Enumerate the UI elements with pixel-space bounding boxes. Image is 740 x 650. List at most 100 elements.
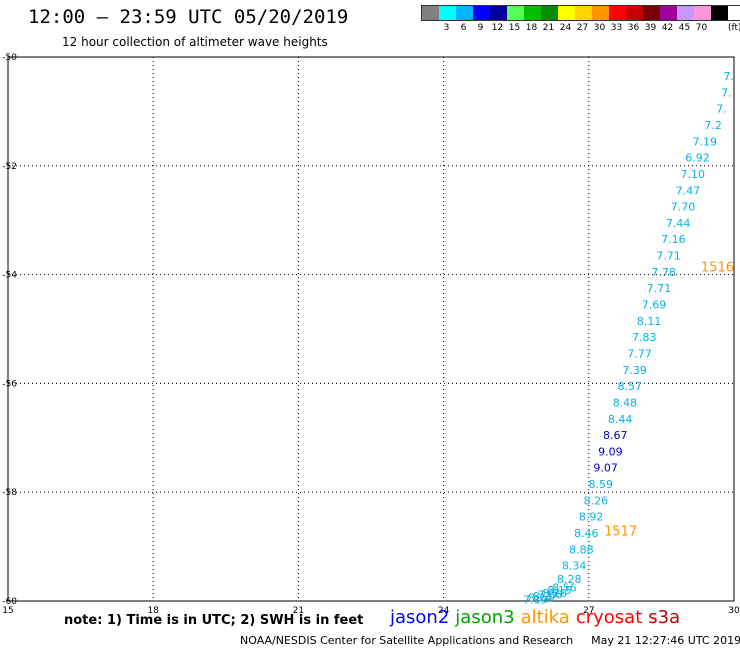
legend-swatch-label: 42 — [661, 23, 674, 33]
satellite-label: jason2 — [390, 607, 450, 628]
legend-unit: (ft) — [728, 23, 740, 33]
wave-height-label: 8.26 — [584, 494, 609, 507]
wave-height-label: 8.15 — [547, 584, 572, 597]
legend-swatch — [558, 6, 575, 20]
wave-height-label: 7.2 — [704, 119, 722, 132]
wave-height-label: 7.77 — [627, 347, 652, 360]
legend-swatch-label: 70 — [695, 23, 708, 33]
footer-timestamp: May 21 12:27:46 UTC 2019 — [591, 634, 740, 647]
pass-id-label: 1517 — [604, 524, 637, 539]
legend-swatch — [524, 6, 541, 20]
y-tick-label: -54 — [2, 271, 17, 281]
wave-height-label: 7.69 — [642, 299, 667, 312]
wave-height-label: 8.46 — [574, 527, 599, 540]
legend-swatch-label: 24 — [559, 23, 572, 33]
x-tick-label: 18 — [147, 606, 159, 616]
legend-swatch-label: 33 — [610, 23, 623, 33]
wave-height-label: 9.07 — [593, 462, 618, 475]
legend-swatch-label: 36 — [627, 23, 640, 33]
legend-swatch-label: 3 — [443, 23, 450, 33]
satellite-label: jason3 — [455, 607, 515, 628]
legend-swatch-label: 12 — [491, 23, 504, 33]
wave-height-label: 7.70 — [671, 201, 696, 214]
wave-height-label: 8.67 — [603, 429, 628, 442]
x-tick-label: 21 — [293, 606, 304, 616]
legend-swatches — [421, 5, 740, 21]
legend-swatch — [507, 6, 524, 20]
wave-height-label: 8.59 — [589, 478, 614, 491]
wave-height-label: 8.27 — [533, 590, 558, 603]
x-tick-label: 27 — [583, 606, 594, 616]
wave-height-label: 8.48 — [613, 396, 638, 409]
wave-height-label: 8.57 — [618, 380, 643, 393]
legend-swatch-label: 6 — [460, 23, 467, 33]
legend-swatch — [439, 6, 456, 20]
y-tick-label: -60 — [2, 597, 17, 607]
wave-height-label: 7. — [716, 103, 727, 116]
legend-swatch — [694, 6, 711, 20]
wave-height-label: 8.24 — [528, 592, 553, 605]
legend-swatch — [609, 6, 626, 20]
legend-swatch — [456, 6, 473, 20]
legend-swatch — [541, 6, 558, 20]
wave-height-label: 7.16 — [661, 233, 686, 246]
x-tick-label: 30 — [728, 606, 740, 616]
chart-title: 12:00 — 23:59 UTC 05/20/2019 — [28, 6, 349, 28]
y-tick-label: -52 — [2, 162, 17, 172]
legend-swatch — [677, 6, 694, 20]
wave-height-label: 6.92 — [685, 152, 710, 165]
wave-height-label: 7. — [724, 70, 735, 83]
legend-swatch — [643, 6, 660, 20]
wave-height-label: 7.44 — [666, 217, 691, 230]
wave-height-label: 7.19 — [693, 135, 718, 148]
legend-swatch-label: 45 — [678, 23, 691, 33]
legend-swatch — [473, 6, 490, 20]
satellite-label: cryosat — [575, 607, 643, 628]
wave-height-label: 7.78 — [651, 266, 676, 279]
wave-height-label: 9.09 — [598, 445, 623, 458]
legend-swatch-label: 15 — [508, 23, 521, 33]
plot-frame — [7, 56, 735, 602]
wave-height-label: 8.11 — [637, 315, 662, 328]
y-tick-label: -58 — [2, 488, 17, 498]
legend-swatch — [711, 6, 728, 20]
satellite-legend: jason2 jason3 altika cryosat s3a — [390, 607, 686, 628]
legend-swatch — [592, 6, 609, 20]
legend-swatch-label: 9 — [477, 23, 484, 33]
legend-swatch-label: 18 — [525, 23, 538, 33]
legend-swatch — [490, 6, 507, 20]
wave-height-label: 8.28 — [557, 573, 582, 586]
legend-swatch — [575, 6, 592, 20]
wave-height-label: 8.92 — [579, 511, 604, 524]
legend-swatch-label: 39 — [644, 23, 657, 33]
legend-swatch-label: 27 — [576, 23, 589, 33]
legend-swatch — [422, 6, 439, 20]
satellite-label: s3a — [648, 607, 681, 628]
wave-height-label: 7.19 — [523, 593, 548, 606]
wave-height-label: 7.39 — [622, 364, 647, 377]
wave-height-label: 7.71 — [647, 282, 672, 295]
x-tick-label: 15 — [2, 606, 13, 616]
footer-org: NOAA/NESDIS Center for Satellite Applica… — [240, 634, 574, 647]
units-note: note: 1) Time is in UTC; 2) SWH is in fe… — [64, 613, 364, 628]
wave-height-label: 7.47 — [676, 184, 701, 197]
wave-height-label: 8.88 — [569, 543, 594, 556]
wave-height-label: 8.26 — [543, 587, 568, 600]
x-tick-label: 24 — [438, 606, 450, 616]
chart-subtitle: 12 hour collection of altimeter wave hei… — [62, 35, 328, 49]
legend-swatch-label: 30 — [593, 23, 606, 33]
wave-height-label: 8.34 — [562, 560, 587, 573]
wave-height-label: 7.86 — [538, 588, 563, 601]
y-tick-label: -50 — [2, 53, 17, 63]
wave-height-label: 8.56 — [552, 581, 577, 594]
wave-height-label: 7. — [721, 86, 732, 99]
wave-height-label: 7.71 — [656, 250, 681, 263]
wave-height-label: 7.10 — [680, 168, 705, 181]
legend-swatch — [660, 6, 677, 20]
satellite-label: altika — [520, 607, 570, 628]
wave-height-label: 8.44 — [608, 413, 633, 426]
